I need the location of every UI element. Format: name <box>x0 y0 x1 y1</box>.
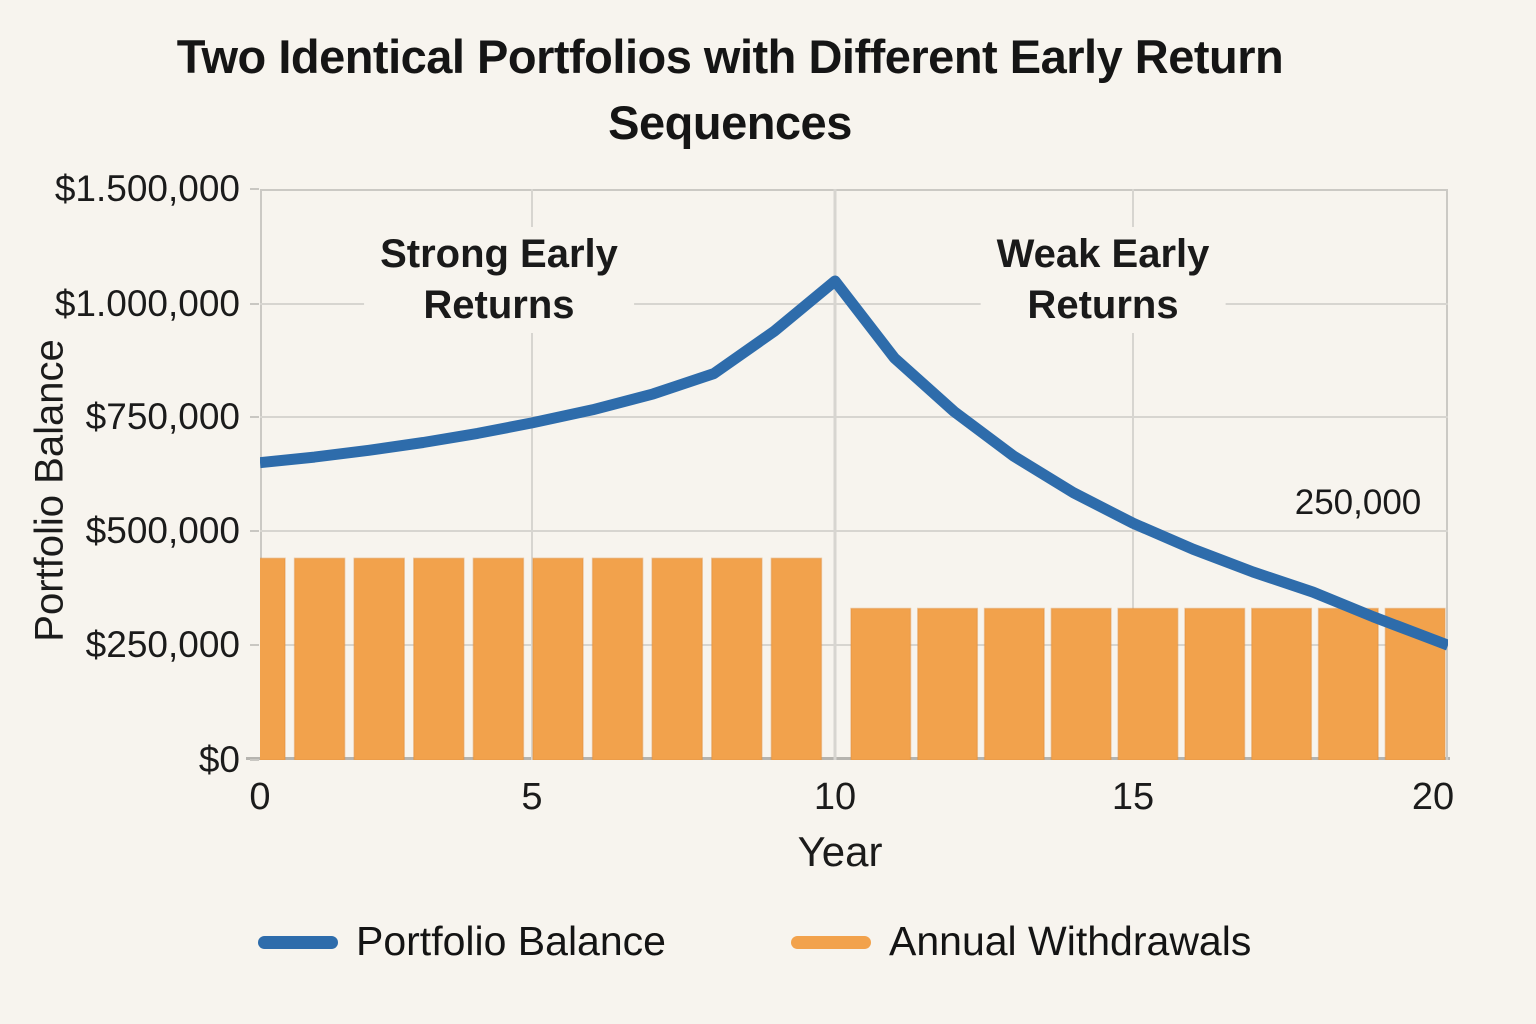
annotation-final-balance: 250,000 <box>1294 483 1422 522</box>
annotation-line: Strong Early <box>380 232 618 276</box>
plot-area <box>260 189 1448 760</box>
y-tick-label: $500,000 <box>85 510 240 551</box>
y-tick-mark <box>250 644 259 646</box>
withdrawal-bar <box>532 557 584 760</box>
withdrawal-bar <box>1184 607 1246 760</box>
annotation-weak-early-returns: Weak Early Returns <box>980 227 1226 333</box>
withdrawal-bar <box>850 607 912 760</box>
x-tick-label: 15 <box>1111 776 1155 818</box>
withdrawal-bar <box>1317 607 1379 760</box>
annual-withdrawals-legend-label: Annual Withdrawals <box>889 918 1252 964</box>
portfolio-balance-line <box>260 275 1448 651</box>
chart-canvas <box>260 189 1448 760</box>
y-tick-mark <box>250 416 259 418</box>
y-tick-mark <box>250 759 259 761</box>
withdrawal-bar <box>983 607 1045 760</box>
withdrawal-bar <box>711 557 763 760</box>
y-tick-label: $1.000,000 <box>54 283 240 324</box>
y-tick-mark <box>250 188 259 190</box>
annual-withdrawals-legend-swatch <box>791 936 871 949</box>
x-tick-label: 5 <box>521 776 543 818</box>
portfolio-balance-legend-label: Portfolio Balance <box>356 918 666 964</box>
x-axis-title: Year <box>797 828 883 875</box>
y-tick-label: $750,000 <box>85 396 240 437</box>
y-tick-label: $250,000 <box>85 624 240 665</box>
withdrawal-bar <box>770 557 823 760</box>
y-tick-label: $0 <box>198 739 240 780</box>
withdrawal-bar <box>651 557 703 760</box>
y-tick-mark <box>250 303 259 305</box>
withdrawal-bar <box>413 557 465 760</box>
annotation-line: Weak Early <box>996 232 1210 276</box>
annotation-strong-early-returns: Strong Early Returns <box>364 227 634 333</box>
chart-title: Two Identical Portfolios with Different … <box>176 30 1284 149</box>
withdrawal-bar <box>1117 607 1179 760</box>
annotation-line: Returns <box>423 283 575 327</box>
withdrawal-bar <box>353 557 405 760</box>
withdrawal-bar <box>1251 607 1313 760</box>
withdrawal-bar <box>591 557 644 760</box>
x-tick-label: 10 <box>813 776 857 818</box>
withdrawal-bar <box>917 607 979 760</box>
withdrawal-bar <box>293 557 346 760</box>
withdrawal-bar <box>260 557 286 760</box>
portfolio-balance-legend-swatch <box>258 936 338 949</box>
x-tick-label: 0 <box>249 776 271 818</box>
annotation-line: Returns <box>1027 283 1179 327</box>
x-tick-label: 20 <box>1411 776 1455 818</box>
y-tick-mark <box>250 530 259 532</box>
withdrawal-bar <box>1050 607 1112 760</box>
y-tick-label: $1.500,000 <box>54 168 240 209</box>
withdrawal-bar <box>472 557 525 760</box>
x-axis-line <box>246 757 1450 760</box>
